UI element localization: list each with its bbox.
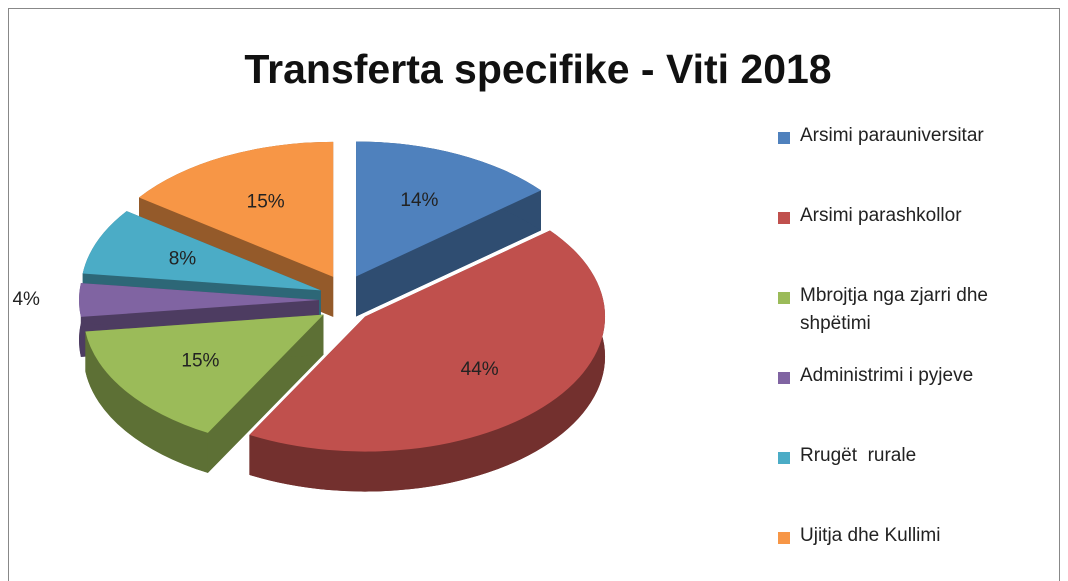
data-label: 15%	[181, 351, 219, 372]
legend-label: Administrimi i pyjeve	[800, 365, 974, 386]
legend-item: Mbrojtja nga zjarri dhe shpëtimi	[778, 282, 1048, 362]
legend-swatch	[778, 452, 790, 464]
legend-item: Arsimi parauniversitar	[778, 122, 1048, 202]
slice	[82, 211, 321, 291]
legend-swatch	[778, 532, 790, 544]
legend-swatch	[778, 292, 790, 304]
slice-side	[356, 190, 541, 317]
legend-label: Ujitja dhe Kullimi	[800, 525, 941, 546]
legend-label: Rrugët rurale	[800, 445, 917, 466]
chart-title: Transferta specifike - Viti 2018	[244, 46, 831, 92]
legend-label: Arsimi parauniversitar	[800, 125, 984, 146]
legend-swatch	[778, 212, 790, 224]
legend-item: Rrugët rurale	[778, 442, 1048, 522]
slice-wall	[85, 331, 208, 473]
legend-item: Ujitja dhe Kullimi	[778, 522, 1048, 581]
slice	[356, 141, 541, 277]
data-label: 14%	[400, 190, 438, 211]
data-label: 4%	[12, 289, 40, 310]
slice	[139, 141, 334, 277]
legend-item: Arsimi parashkollor	[778, 202, 1048, 282]
legend-label: Arsimi parashkollor	[800, 205, 962, 226]
data-label: 15%	[247, 191, 285, 212]
data-label: 8%	[169, 249, 197, 270]
slice	[78, 283, 319, 317]
slice-wall	[249, 230, 606, 492]
legend-item: Administrimi i pyjeve	[778, 362, 1048, 442]
legend-swatch	[778, 372, 790, 384]
slice	[85, 314, 324, 433]
data-label: 44%	[461, 359, 499, 380]
legend-swatch	[778, 132, 790, 144]
slice	[249, 230, 606, 452]
legend: Arsimi parauniversitar Arsimi parashkollo…	[778, 122, 1048, 581]
legend-label: Mbrojtja nga zjarri dhe shpëtimi	[800, 285, 994, 334]
